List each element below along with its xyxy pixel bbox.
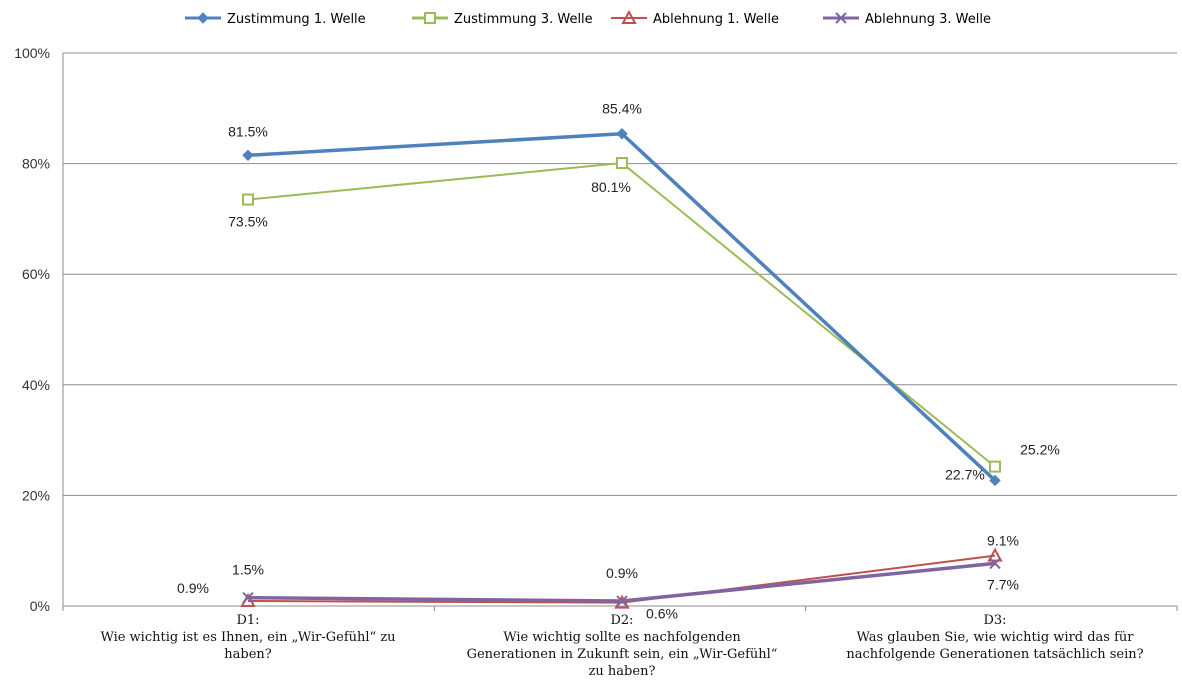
x-category-label: D1:	[236, 613, 259, 628]
data-label: 25.2%	[1020, 442, 1060, 458]
data-point	[989, 460, 1001, 473]
x-category-label: Wie wichtig sollte es nachfolgenden	[503, 630, 741, 645]
x-category-label: D3:	[983, 613, 1006, 628]
data-point	[616, 128, 628, 140]
data-label: 1.5%	[232, 562, 264, 578]
data-point	[242, 149, 254, 162]
legend-label: Ablehnung 1. Welle	[653, 12, 779, 27]
data-label: 0.9%	[177, 580, 209, 596]
y-tick-label: 40%	[22, 377, 50, 393]
data-label: 80.1%	[591, 179, 631, 195]
data-label: 0.6%	[646, 606, 678, 622]
data-label: 9.1%	[987, 533, 1019, 549]
x-category-label: nachfolgende Generationen tatsächlich se…	[846, 647, 1143, 662]
x-category-label: haben?	[224, 647, 272, 662]
y-axis: 0% 20% 40% 60% 80% 100%	[14, 45, 50, 614]
data-point	[242, 193, 254, 206]
data-label: 22.7%	[945, 466, 985, 482]
x-category-label: zu haben?	[589, 664, 656, 679]
x-category-label: Was glauben Sie, wie wichtig wird das fü…	[856, 630, 1134, 645]
data-label: 81.5%	[228, 123, 268, 139]
y-tick-label: 80%	[22, 156, 50, 172]
data-label: 85.4%	[602, 101, 642, 117]
series-line	[247, 162, 996, 468]
legend-marker	[621, 9, 637, 24]
data-point	[616, 157, 628, 170]
legend-marker	[424, 12, 436, 24]
x-category-label: Generationen in Zukunft sein, ein „Wir-G…	[467, 647, 778, 662]
data-point	[989, 474, 1001, 487]
y-tick-label: 100%	[14, 45, 50, 61]
y-tick-label: 60%	[22, 266, 50, 282]
y-tick-label: 0%	[30, 598, 50, 614]
x-axis: D1: Wie wichtig ist es Ihnen, ein „Wir-Ge…	[100, 613, 1143, 679]
plot-area	[240, 128, 1003, 609]
legend-label: Ablehnung 3. Welle	[865, 12, 991, 27]
data-point	[987, 547, 1003, 562]
legend-marker	[835, 12, 847, 24]
legend-label: Zustimmung 3. Welle	[454, 12, 593, 27]
legend: Zustimmung 1. Welle Zustimmung 3. Welle Ab…	[185, 9, 991, 27]
x-category-label: Wie wichtig ist es Ihnen, ein „Wir-Gefüh…	[100, 630, 395, 645]
data-label: 7.7%	[987, 576, 1019, 592]
y-tick-label: 20%	[22, 487, 50, 503]
legend-marker	[197, 12, 209, 24]
data-labels: 81.5% 85.4% 22.7% 73.5% 80.1% 25.2% 0.9% 0.6% 9.…	[177, 101, 1060, 622]
x-category-label: D2:	[610, 613, 633, 628]
data-point	[616, 595, 628, 607]
legend-label: Zustimmung 1. Welle	[227, 12, 366, 27]
data-point	[989, 557, 1001, 570]
data-label: 0.9%	[606, 565, 638, 581]
data-point	[242, 591, 254, 604]
gridlines	[62, 52, 1178, 611]
data-label: 73.5%	[228, 214, 268, 230]
